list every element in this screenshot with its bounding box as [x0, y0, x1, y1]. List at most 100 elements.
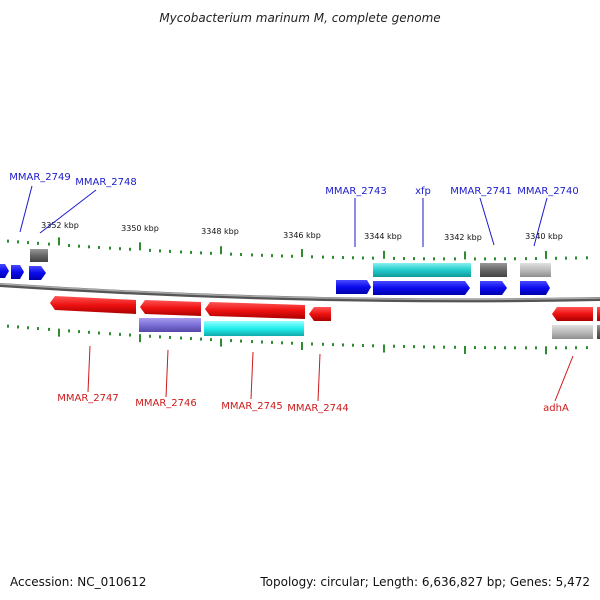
major-tick [464, 251, 466, 260]
major-tick [58, 328, 60, 337]
gene-arrow[interactable] [520, 281, 550, 295]
topology-summary: Topology: circular; Length: 6,636,827 bp… [259, 575, 590, 589]
minor-tick [281, 254, 283, 258]
gene-box[interactable] [30, 249, 48, 262]
minor-tick [291, 341, 293, 345]
gene-arrow[interactable] [597, 307, 600, 321]
minor-tick [413, 257, 415, 261]
minor-tick [129, 333, 131, 337]
minor-tick [190, 337, 192, 341]
minor-tick [271, 254, 273, 258]
minor-tick [322, 255, 324, 259]
gene-box[interactable] [373, 263, 471, 277]
gene-box[interactable] [204, 321, 304, 336]
minor-tick [17, 325, 19, 329]
minor-tick [230, 339, 232, 343]
minor-tick [88, 245, 90, 249]
major-tick [383, 250, 385, 259]
gene-label[interactable]: MMAR_2744 [287, 403, 349, 414]
forward-gene-labels: MMAR_2749 MMAR_2748 MMAR_2743 xfp MMAR_2… [9, 172, 579, 197]
minor-tick [27, 241, 29, 245]
minor-tick [78, 330, 80, 334]
gene-arrow[interactable] [309, 307, 331, 321]
minor-tick [443, 257, 445, 261]
upper-tick-ruler [7, 237, 588, 261]
gene-label[interactable]: MMAR_2746 [135, 398, 197, 409]
minor-tick [565, 256, 567, 260]
minor-tick [261, 340, 263, 344]
minor-tick [311, 342, 313, 346]
forward-label-leaders [19, 185, 548, 247]
minor-tick [68, 329, 70, 333]
minor-tick [159, 335, 161, 339]
gene-arrow[interactable] [11, 265, 24, 279]
minor-tick [251, 253, 253, 257]
minor-tick [281, 341, 283, 345]
minor-tick [454, 345, 456, 349]
minor-tick [433, 345, 435, 349]
gene-label[interactable]: MMAR_2741 [450, 186, 512, 197]
minor-tick [586, 346, 588, 350]
minor-tick [565, 346, 567, 350]
minor-tick [210, 338, 212, 342]
minor-tick [423, 257, 425, 261]
gene-label[interactable]: adhA [543, 403, 569, 414]
minor-tick [88, 330, 90, 334]
gene-arrow[interactable] [50, 296, 136, 314]
gene-box[interactable] [480, 263, 507, 277]
minor-tick [200, 337, 202, 341]
genome-backbone [0, 283, 600, 303]
gene-box[interactable] [139, 318, 201, 332]
gene-label[interactable]: MMAR_2749 [9, 172, 71, 183]
minor-tick [454, 257, 456, 261]
minor-tick [443, 345, 445, 349]
minor-tick [352, 256, 354, 260]
reverse-strand-features [50, 296, 600, 339]
gene-arrow[interactable] [0, 264, 9, 278]
minor-tick [342, 343, 344, 347]
minor-tick [514, 346, 516, 350]
gene-arrow[interactable] [373, 281, 470, 295]
major-tick [545, 346, 547, 355]
gene-arrow[interactable] [336, 280, 371, 294]
major-tick [464, 345, 466, 354]
gene-arrow[interactable] [140, 300, 201, 316]
gene-arrow[interactable] [552, 307, 593, 321]
minor-tick [261, 253, 263, 257]
tick-label: 3352 kbp [41, 221, 79, 230]
minor-tick [7, 324, 9, 328]
gene-box[interactable] [597, 325, 600, 339]
minor-tick [230, 252, 232, 256]
minor-tick [504, 346, 506, 350]
gene-label[interactable]: MMAR_2740 [517, 186, 579, 197]
minor-tick [362, 344, 364, 348]
minor-tick [149, 334, 151, 338]
gene-label[interactable]: MMAR_2745 [221, 401, 283, 412]
gene-box[interactable] [552, 325, 593, 339]
minor-tick [494, 257, 496, 261]
gene-box[interactable] [520, 263, 551, 277]
gene-arrow[interactable] [205, 302, 305, 319]
major-tick [220, 246, 222, 255]
gene-label[interactable]: MMAR_2743 [325, 186, 387, 197]
gene-arrow[interactable] [29, 266, 46, 280]
minor-tick [535, 257, 537, 261]
minor-tick [413, 345, 415, 349]
minor-tick [37, 327, 39, 331]
minor-tick [180, 336, 182, 340]
minor-tick [180, 250, 182, 254]
gene-label[interactable]: MMAR_2747 [57, 393, 119, 404]
major-tick [139, 242, 141, 251]
gene-label[interactable]: MMAR_2748 [75, 177, 137, 188]
minor-tick [200, 251, 202, 255]
genome-backbone-highlight [0, 283, 600, 301]
minor-tick [484, 257, 486, 261]
gene-label[interactable]: xfp [415, 186, 431, 197]
major-tick [545, 250, 547, 259]
minor-tick [291, 254, 293, 258]
minor-tick [352, 343, 354, 347]
minor-tick [37, 241, 39, 245]
gene-arrow[interactable] [480, 281, 507, 295]
minor-tick [525, 346, 527, 350]
